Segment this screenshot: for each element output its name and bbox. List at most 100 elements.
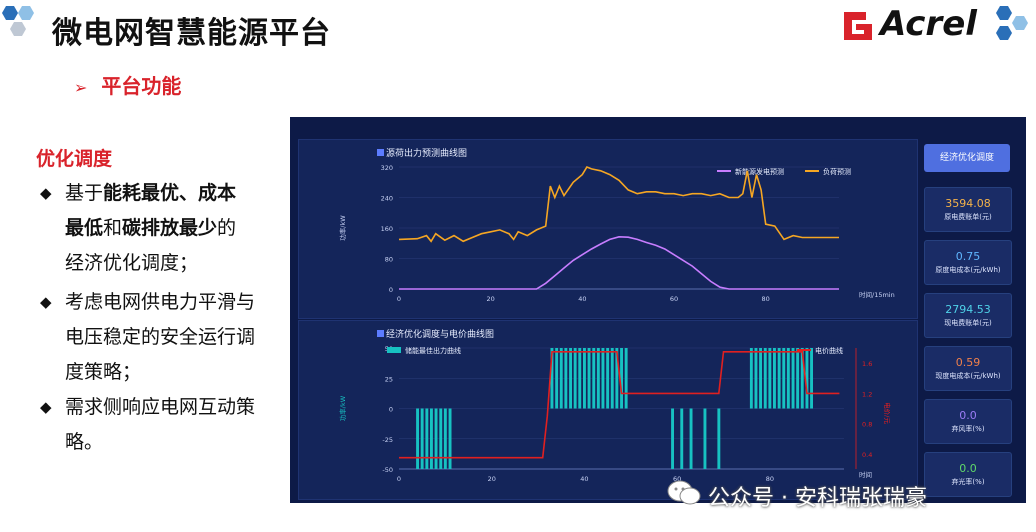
storage-bar [768, 348, 772, 409]
x-tick-label: 20 [487, 295, 495, 303]
feature-title: 优化调度 [36, 148, 113, 170]
dispatch-bar-chart: 经济优化调度与电价曲线图-50-2502550020406080时间功率/kW0… [338, 328, 892, 483]
x-tick-label: 60 [673, 475, 681, 483]
y-tick-label: 25 [385, 375, 393, 383]
metric-card: 0.75 原度电成本(元/kWh) [924, 240, 1012, 285]
wechat-watermark: 公众号 · 安科瑞张瑞豪 [662, 478, 1032, 511]
chart-title-marker [377, 330, 384, 337]
storage-bar [759, 348, 762, 409]
metric-label: 原度电成本(元/kWh) [935, 266, 1001, 274]
metric-label: 弃光率(%) [951, 478, 985, 486]
section-heading-text: 平台功能 [101, 74, 182, 98]
storage-bar [786, 348, 790, 409]
y-tick-label: -25 [382, 436, 393, 444]
storage-bar [717, 408, 721, 469]
y-tick-label: 240 [381, 195, 393, 203]
metric-value: 0.0 [959, 462, 977, 475]
forecast-line-chart: 源荷出力预测曲线图 0 80 160 240 320 0 20 40 60 80 时间/15min 功率… [338, 147, 895, 303]
metric-label: 原电费账单(元) [944, 213, 992, 221]
diamond-bullet-icon: ◆ [40, 184, 52, 202]
metric-card: 0.0 弃光率(%) [924, 452, 1012, 497]
metric-value: 0.0 [959, 409, 977, 422]
forecast-chart-panel: 源荷出力预测曲线图 0 80 160 240 320 0 20 40 60 80 时间/15min 功率… [298, 139, 918, 319]
acrel-logo-icon [844, 12, 872, 40]
x-tick-label: 40 [580, 475, 588, 483]
y2-tick-label: 0.4 [862, 451, 872, 459]
bullet-text-segment: 和 [103, 217, 123, 239]
storage-bar [592, 348, 596, 409]
legend-label: 电价曲线 [815, 346, 843, 355]
feature-bullet-text: 需求侧响应电网互动策略。 [65, 390, 255, 460]
metric-value: 3594.08 [945, 197, 991, 210]
storage-bar [606, 348, 610, 409]
storage-bar [680, 408, 684, 469]
legend-label: 负荷预测 [823, 167, 851, 176]
dashboard-screenshot: 源荷出力预测曲线图 0 80 160 240 320 0 20 40 60 80 时间/15min 功率… [290, 117, 1026, 503]
storage-bar [800, 348, 804, 409]
storage-bar [773, 348, 776, 409]
y-axis-label: 功率/kW [338, 395, 347, 421]
metric-card: 0.0 弃风率(%) [924, 399, 1012, 444]
dispatch-chart-panel: 经济优化调度与电价曲线图-50-2502550020406080时间功率/kW0… [298, 320, 918, 500]
storage-bar [569, 348, 572, 409]
y-tick-label: -50 [382, 466, 393, 474]
y-tick-label: 0 [389, 406, 393, 414]
storage-bar [791, 348, 795, 409]
x-tick-label: 0 [397, 475, 401, 483]
chart-title: 经济优化调度与电价曲线图 [386, 328, 494, 340]
metric-value: 0.59 [955, 356, 981, 369]
x-tick-label: 80 [762, 295, 770, 303]
storage-bar [425, 408, 429, 469]
hexagon-decoration-icon [2, 6, 34, 36]
section-heading: ➢ 平台功能 [74, 70, 181, 99]
storage-bar [439, 408, 443, 469]
emphasis-text: 能耗最优、成本最低 [65, 182, 237, 239]
metric-card: 0.59 现度电成本(元/kWh) [924, 346, 1012, 391]
y-axis-label: 功率/kW [338, 215, 347, 241]
x-tick-label: 0 [397, 295, 401, 303]
y2-tick-label: 1.6 [862, 360, 872, 368]
storage-bar [763, 348, 767, 409]
watermark-text: 公众号 · 安科瑞张瑞豪 [708, 486, 927, 511]
storage-bar [448, 408, 452, 469]
metric-card: 2794.53 现电费账单(元) [924, 293, 1012, 338]
storage-bar [796, 348, 800, 409]
bullet-text-segment: 的经济优化调度； [65, 217, 237, 274]
bullet-text-segment: 需求侧响应电网互动策略。 [65, 396, 256, 453]
arrow-bullet-icon: ➢ [74, 78, 88, 97]
storage-bar [749, 348, 753, 409]
storage-bar [578, 348, 582, 409]
storage-bar [754, 348, 758, 409]
legend-label: 储能最佳出力曲线 [405, 346, 461, 355]
series-line [399, 235, 839, 290]
x-axis-label: 时间 [859, 470, 872, 479]
hexagon-decoration-icon [996, 6, 1028, 40]
storage-bar [564, 348, 568, 409]
x-tick-label: 40 [578, 295, 586, 303]
storage-bar [559, 348, 563, 409]
storage-bar [624, 348, 628, 409]
acrel-logo: Acrel [842, 4, 992, 46]
metric-label: 弃风率(%) [951, 425, 985, 433]
storage-bar [430, 408, 433, 469]
storage-bar [805, 348, 809, 409]
feature-bullet: ◆ 考虑电网供电力平滑与电压稳定的安全运行调度策略； [40, 285, 255, 390]
y2-tick-label: 0.8 [862, 421, 872, 429]
storage-bar [550, 348, 554, 409]
x-tick-label: 80 [766, 475, 774, 483]
y2-tick-label: 1.2 [862, 390, 872, 398]
chart-title: 源荷出力预测曲线图 [386, 147, 467, 159]
diamond-bullet-icon: ◆ [40, 293, 52, 311]
wechat-icon [667, 480, 701, 505]
storage-bar [583, 348, 586, 409]
x-tick-label: 60 [670, 295, 678, 303]
metric-card: 3594.08 原电费账单(元) [924, 187, 1012, 232]
page-title: 微电网智慧能源平台 [52, 16, 331, 51]
feature-bullet: ◆ 基于能耗最优、成本最低和碳排放最少的经济优化调度； [40, 176, 255, 281]
metric-value: 0.75 [955, 250, 981, 263]
feature-bullet-text: 考虑电网供电力平滑与电压稳定的安全运行调度策略； [65, 285, 255, 390]
feature-bullet: ◆ 需求侧响应电网互动策略。 [40, 390, 255, 460]
legend-swatch [387, 347, 401, 353]
economic-optimize-button[interactable]: 经济优化调度 [924, 144, 1010, 172]
x-axis-label: 时间/15min [859, 290, 895, 299]
